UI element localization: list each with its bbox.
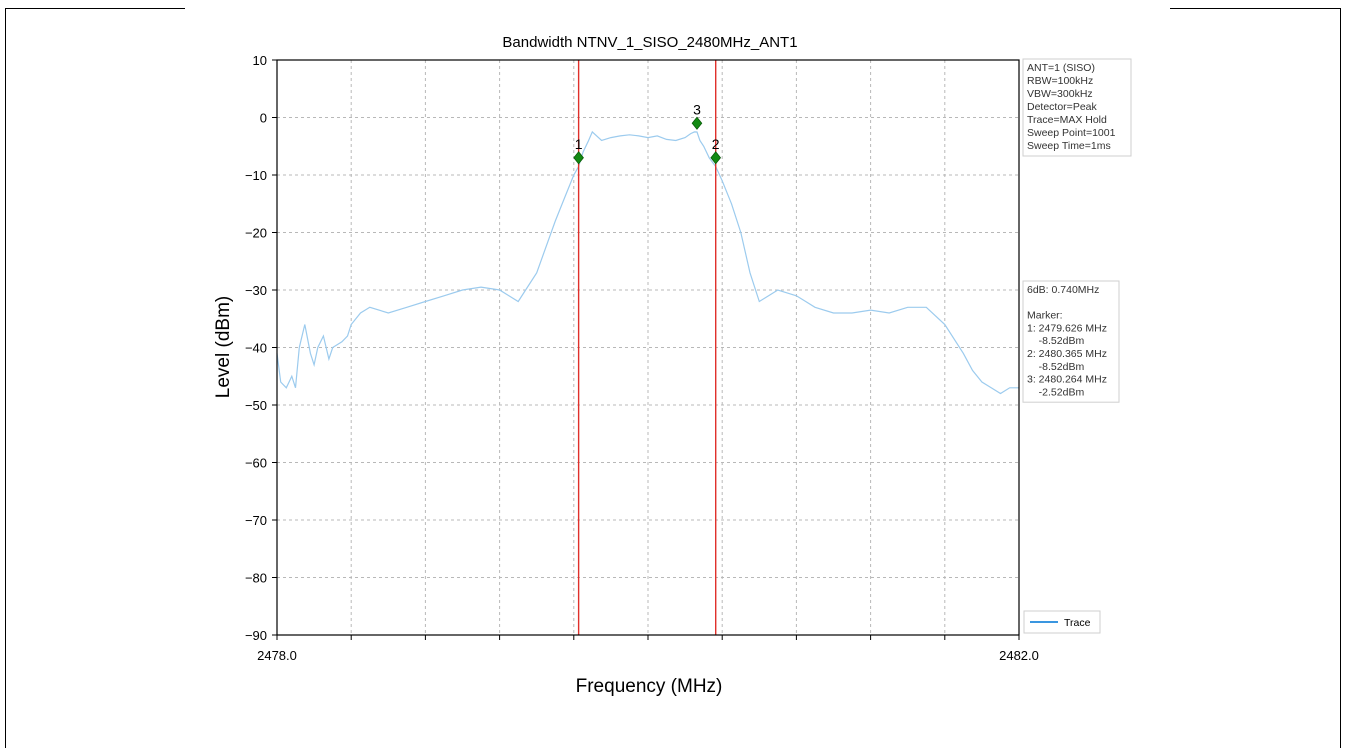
axis-layer: 10 0 −10 −20 −30 −40 −50 −60 −70 −80 −90 2478.0 2482… <box>245 53 1039 663</box>
results-line: 6dB: 0.740MHz <box>1027 284 1099 296</box>
results-line: 3: 2480.264 MHz <box>1027 374 1107 386</box>
x-tick-label: 2478.0 <box>257 648 297 663</box>
y-tick-label: −80 <box>245 571 267 586</box>
y-tick-label: −50 <box>245 398 267 413</box>
marker-label: 2 <box>712 136 720 152</box>
results-box <box>1022 280 1120 403</box>
results-line: 2: 2480.365 MHz <box>1027 348 1107 360</box>
info-box-results: 6dB: 0.740MHz Marker:1: 2479.626 MHz -8.5… <box>1022 280 1120 403</box>
y-tick-label: −70 <box>245 513 267 528</box>
marker-layer: 1 2 3 <box>573 101 722 165</box>
settings-line: Sweep Point=1001 <box>1027 127 1116 139</box>
x-tick-label: 2482.0 <box>999 648 1039 663</box>
legend-entry: Trace <box>1064 617 1091 629</box>
marker-lines <box>577 60 717 635</box>
grid-layer <box>277 60 1019 635</box>
settings-line: RBW=100kHz <box>1027 75 1093 87</box>
settings-line: Trace=MAX Hold <box>1027 114 1107 126</box>
settings-box <box>1022 58 1132 157</box>
page-top-rule-right <box>1170 8 1341 9</box>
info-box-settings: ANT=1 (SISO)RBW=100kHzVBW=300kHzDetector… <box>1022 58 1132 157</box>
marker-diamond <box>573 151 584 165</box>
chart-title: Bandwidth NTNV_1_SISO_2480MHz_ANT1 <box>502 34 797 51</box>
y-axis-label: Level (dBm) <box>213 296 234 398</box>
marker-label: 1 <box>575 136 583 152</box>
y-tick-label: 0 <box>260 111 267 126</box>
y-tick-label: −20 <box>245 226 267 241</box>
results-line: Marker: <box>1027 310 1063 322</box>
y-tick-label: −30 <box>245 283 267 298</box>
page-frame <box>5 8 1341 748</box>
results-line: -8.52dBm <box>1027 335 1084 347</box>
trace-line <box>276 130 1019 395</box>
settings-line: Detector=Peak <box>1027 101 1097 113</box>
settings-line: ANT=1 (SISO) <box>1027 62 1095 74</box>
results-line: -2.52dBm <box>1027 386 1084 398</box>
y-tick-label: −60 <box>245 456 267 471</box>
x-axis-label: Frequency (MHz) <box>576 676 723 697</box>
y-tick-label: −90 <box>245 628 267 643</box>
settings-line: VBW=300kHz <box>1027 88 1093 100</box>
y-tick-label: 10 <box>253 53 267 68</box>
y-tick-label: −40 <box>245 341 267 356</box>
trace-layer <box>276 130 1019 395</box>
legend: Trace <box>1023 610 1101 634</box>
results-line: -8.52dBm <box>1027 361 1084 373</box>
marker-diamond <box>710 151 722 165</box>
legend-box <box>1023 610 1101 634</box>
page-top-rule-left <box>5 8 185 9</box>
results-line: 1: 2479.626 MHz <box>1027 322 1107 334</box>
marker-label: 3 <box>693 101 701 117</box>
marker-diamond <box>691 116 703 130</box>
settings-line: Sweep Time=1ms <box>1027 140 1111 152</box>
y-tick-label: −10 <box>245 168 267 183</box>
